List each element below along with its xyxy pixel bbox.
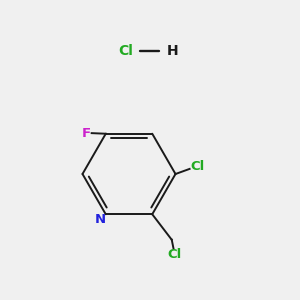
- Text: Cl: Cl: [190, 160, 204, 173]
- Text: F: F: [82, 127, 91, 140]
- Text: N: N: [95, 213, 106, 226]
- Text: Cl: Cl: [168, 248, 182, 261]
- Text: Cl: Cl: [118, 44, 134, 58]
- Text: H: H: [167, 44, 178, 58]
